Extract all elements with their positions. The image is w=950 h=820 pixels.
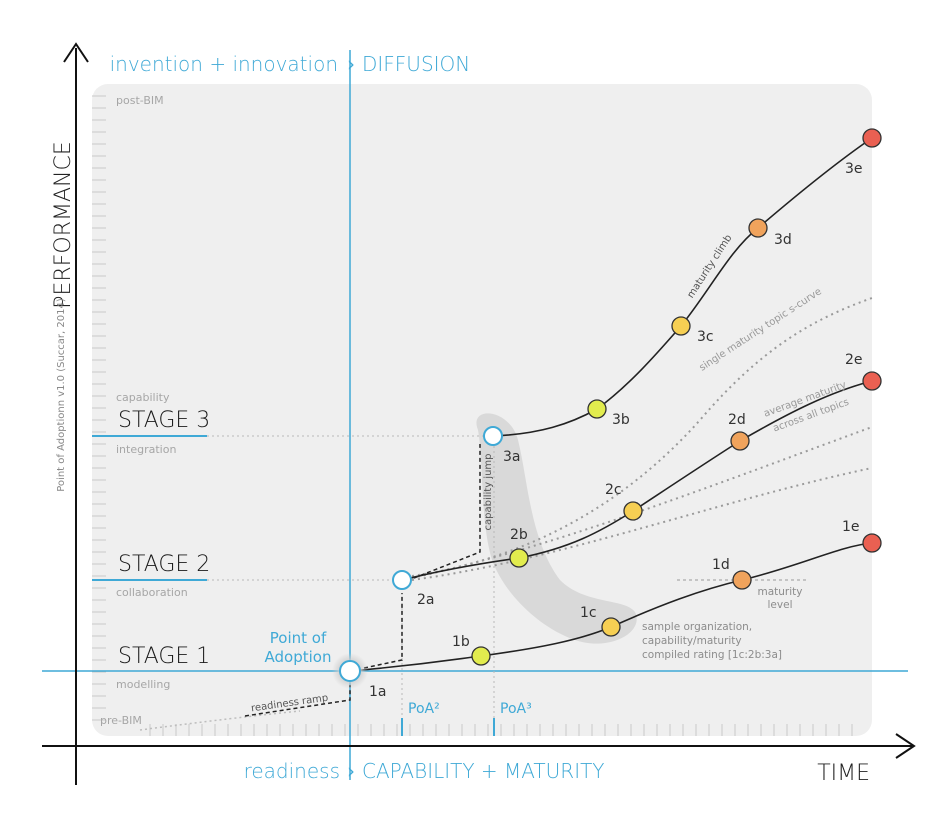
label-3c: 3c [697, 329, 714, 345]
time-ruler-ticks [149, 724, 853, 736]
poa3-label: PoA³ [500, 701, 532, 717]
y-axis-title: PERFORMANCE [51, 141, 76, 308]
point-1e [862, 533, 882, 553]
point-1c [601, 617, 621, 637]
footer-separator: › [347, 759, 355, 783]
sample-note-line2: capability/maturity [642, 635, 742, 647]
header-left: invention + innovation [110, 52, 338, 76]
point-2a [392, 570, 412, 590]
maturity-level-label-1: maturity [758, 586, 803, 598]
sample-note-line3: compiled rating [1c:2b:3a] [642, 649, 782, 661]
label-2a: 2a [417, 592, 435, 608]
label-1a: 1a [369, 684, 387, 700]
x-axis-arrow [895, 733, 916, 759]
level-integration: integration [116, 443, 176, 456]
point-3a [483, 426, 503, 446]
single-topic-s-curve [411, 297, 873, 577]
y-axis-arrow [63, 42, 89, 63]
capability-jump-label: capability jump [483, 453, 494, 530]
level-capability: capability [116, 391, 170, 404]
point-1b [471, 646, 491, 666]
label-1d: 1d [712, 557, 730, 573]
readiness-ramp [244, 685, 351, 717]
label-3e: 3e [845, 161, 863, 177]
credit-text: Point of Adoptionn v1.0 (Succar, 2014) [56, 298, 67, 492]
point-2d [730, 431, 750, 451]
label-3d: 3d [774, 232, 792, 248]
readiness-ramp-dotted [139, 710, 301, 731]
point-1a [339, 660, 361, 682]
point-1d [732, 570, 752, 590]
point-3b [587, 399, 607, 419]
topic-s-curve-3 [411, 467, 873, 581]
footer-left: readiness [244, 759, 340, 783]
stage1-title: STAGE 1 [118, 644, 210, 669]
point-2c [623, 501, 643, 521]
label-2d: 2d [728, 412, 746, 428]
background-panel [92, 84, 872, 736]
stage2-title: STAGE 2 [118, 552, 210, 577]
point-3c [671, 316, 691, 336]
point-of-adoption-line1: Point of [270, 629, 327, 647]
label-1b: 1b [452, 634, 470, 650]
jump-2-to-3 [413, 444, 481, 579]
performance-ruler-ticks [92, 95, 106, 721]
label-2c: 2c [605, 482, 622, 498]
label-3a: 3a [503, 449, 521, 465]
label-3b: 3b [612, 412, 630, 428]
level-collaboration: collaboration [116, 586, 188, 599]
point-2b [509, 548, 529, 568]
label-1c: 1c [580, 605, 597, 621]
point-of-adoption-line2: Adoption [265, 648, 332, 666]
label-2b: 2b [510, 527, 528, 543]
maturity-level-label-2: level [768, 599, 793, 611]
label-2e: 2e [845, 352, 863, 368]
header-right: DIFFUSION [362, 52, 470, 76]
footer-right: CAPABILITY + MATURITY [362, 759, 605, 783]
label-1e: 1e [842, 519, 860, 535]
header-separator: › [347, 52, 355, 76]
point-3e [862, 128, 882, 148]
level-modelling: modelling [116, 678, 170, 691]
sample-note-line1: sample organization, [642, 621, 752, 633]
jump-1-to-2 [363, 593, 403, 669]
point-2e [862, 371, 882, 391]
stage3-title: STAGE 3 [118, 408, 210, 433]
point-3d [748, 218, 768, 238]
poa2-label: PoA² [408, 701, 440, 717]
x-axis-title: TIME [817, 761, 870, 786]
level-post-bim: post-BIM [116, 94, 164, 107]
level-pre-bim: pre-BIM [100, 714, 142, 727]
compiled-rating-blob [476, 413, 637, 644]
